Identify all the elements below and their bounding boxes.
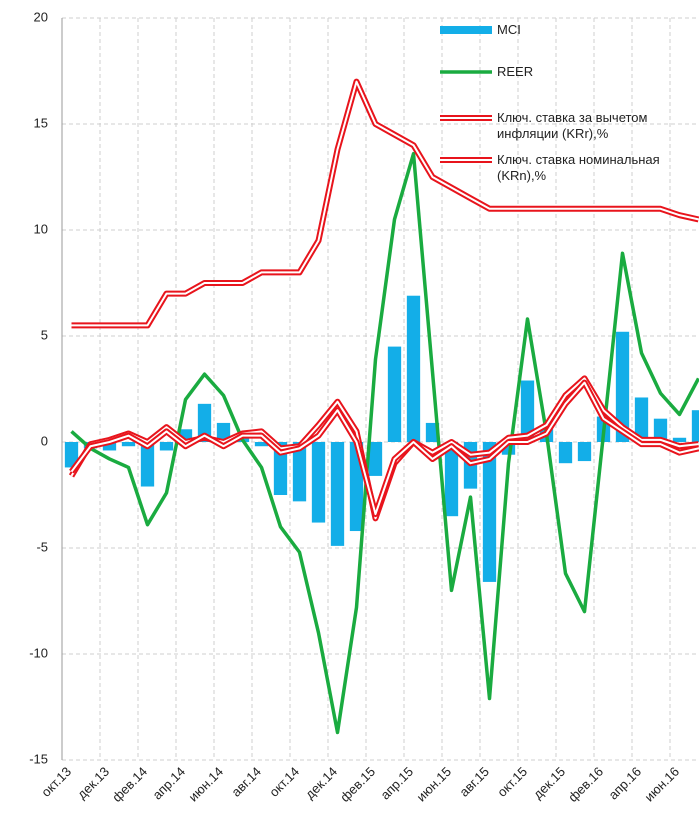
- bar: [121, 442, 136, 447]
- legend-swatch: [440, 26, 492, 34]
- x-tick-label: дек.14: [302, 764, 340, 802]
- line: [70, 381, 699, 516]
- x-tick-label: окт.14: [266, 764, 302, 800]
- legend-label: Ключ. ставка номинальная (KRn),%: [497, 152, 660, 183]
- y-tick-label: -5: [36, 539, 48, 554]
- legend-label: MCI: [497, 22, 521, 37]
- bar: [615, 331, 630, 442]
- y-tick-label: 15: [34, 115, 48, 130]
- bar: [273, 442, 288, 495]
- bar: [558, 442, 573, 464]
- bar: [520, 380, 535, 442]
- bar: [653, 418, 668, 442]
- line: [71, 80, 699, 327]
- x-tick-label: фев.15: [337, 764, 378, 805]
- x-tick-label: дек.13: [74, 764, 112, 802]
- bar: [482, 442, 497, 582]
- y-tick-label: 10: [34, 221, 48, 236]
- y-tick-label: -15: [29, 751, 48, 766]
- bar: [672, 437, 687, 442]
- bar: [577, 442, 592, 462]
- bar: [197, 403, 212, 442]
- bar: [64, 442, 79, 468]
- bar: [254, 442, 269, 447]
- y-tick-label: -10: [29, 645, 48, 660]
- legend-label: REER: [497, 64, 534, 79]
- x-tick-label: фев.14: [109, 764, 150, 805]
- bar: [102, 442, 117, 451]
- bar: [216, 422, 231, 442]
- bar: [330, 442, 345, 546]
- x-tick-label: фев.16: [565, 764, 606, 805]
- bar: [691, 410, 699, 442]
- bar: [368, 442, 383, 476]
- x-tick-label: апр.14: [149, 764, 188, 803]
- legend-label: Ключ. ставка за вычетом инфляции (KRr),%: [497, 110, 648, 141]
- x-tick-label: июн.15: [414, 764, 454, 804]
- bar: [634, 397, 649, 442]
- bar: [311, 442, 326, 523]
- bar: [444, 442, 459, 517]
- y-tick-label: 5: [41, 327, 48, 342]
- x-tick-label: июн.16: [642, 764, 682, 804]
- y-tick-label: 0: [41, 433, 48, 448]
- x-tick-label: окт.15: [494, 764, 530, 800]
- bar: [140, 442, 155, 487]
- y-tick-label: 20: [34, 9, 48, 24]
- line: [70, 151, 699, 735]
- x-tick-label: апр.16: [605, 764, 644, 803]
- x-tick-label: дек.15: [530, 764, 568, 802]
- bar: [292, 442, 307, 502]
- bar: [387, 346, 402, 442]
- x-tick-label: июн.14: [186, 764, 226, 804]
- bar: [406, 295, 421, 442]
- x-tick-label: авг.14: [228, 764, 264, 800]
- bar: [159, 442, 174, 451]
- x-tick-label: авг.15: [456, 764, 492, 800]
- x-tick-label: апр.15: [377, 764, 416, 803]
- x-tick-label: окт.13: [38, 764, 74, 800]
